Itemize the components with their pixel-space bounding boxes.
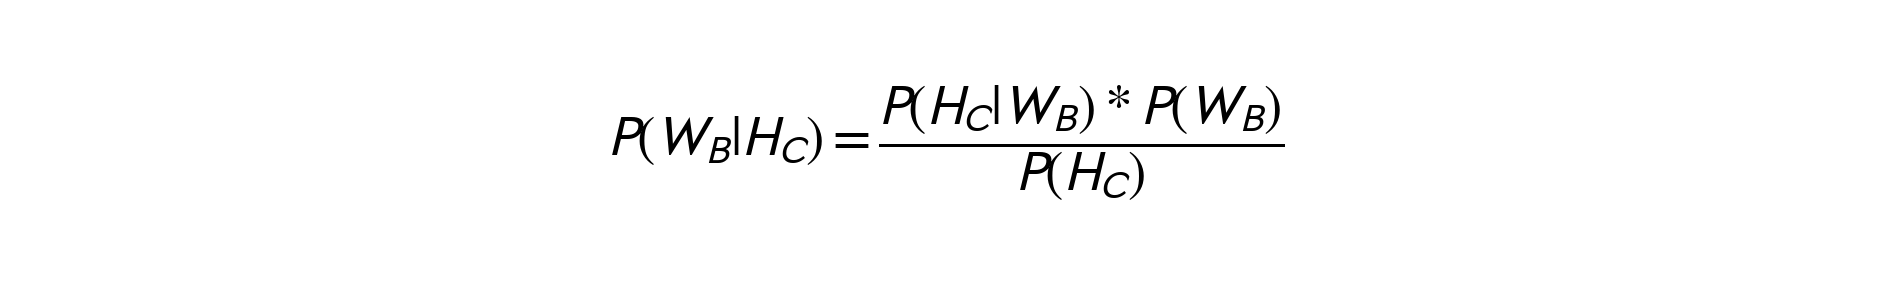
Text: $P(W_B|H_C) = \dfrac{P(H_C|W_B) * P(W_B)}{P(H_C)}$: $P(W_B|H_C) = \dfrac{P(H_C|W_B) * P(W_B)… (607, 84, 1284, 203)
